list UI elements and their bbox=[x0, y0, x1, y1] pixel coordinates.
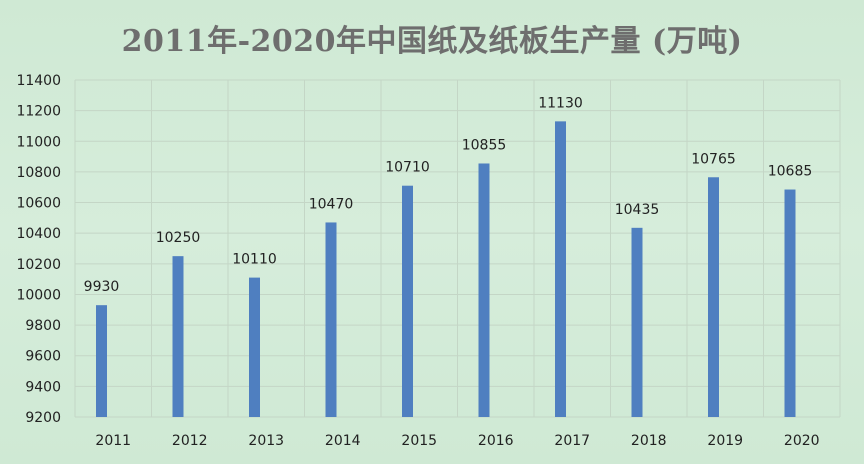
data-label: 10685 bbox=[768, 164, 813, 180]
bar bbox=[555, 121, 566, 417]
y-tick-label: 10000 bbox=[16, 287, 61, 303]
data-label: 10855 bbox=[462, 137, 507, 153]
data-label: 10710 bbox=[385, 160, 430, 176]
bar bbox=[708, 177, 719, 417]
y-tick-label: 11400 bbox=[16, 73, 61, 89]
bar bbox=[172, 256, 184, 417]
data-label: 10435 bbox=[615, 202, 660, 218]
data-label: 11130 bbox=[538, 95, 583, 111]
bar bbox=[249, 277, 260, 417]
y-tick-label: 11000 bbox=[16, 134, 61, 150]
bar bbox=[478, 163, 490, 417]
x-tick-label: 2013 bbox=[248, 433, 284, 449]
y-tick-label: 11200 bbox=[16, 104, 61, 120]
data-label: 9930 bbox=[84, 279, 120, 295]
data-label: 10110 bbox=[232, 252, 277, 268]
bar bbox=[96, 305, 107, 417]
x-tick-label: 2016 bbox=[478, 433, 514, 449]
y-tick-label: 9400 bbox=[25, 379, 61, 395]
y-tick-label: 9200 bbox=[25, 410, 61, 426]
data-label: 10765 bbox=[691, 151, 736, 167]
x-tick-label: 2018 bbox=[631, 433, 667, 449]
y-tick-label: 9600 bbox=[25, 349, 61, 365]
x-tick-label: 2017 bbox=[554, 433, 590, 449]
x-tick-label: 2019 bbox=[707, 433, 743, 449]
bar bbox=[402, 185, 413, 417]
x-tick-label: 2015 bbox=[401, 433, 437, 449]
chart-title: 2011年-2020年中国纸及纸板生产量 (万吨) bbox=[121, 24, 743, 59]
y-tick-label: 10800 bbox=[16, 165, 61, 181]
bar bbox=[631, 227, 643, 417]
data-label: 10470 bbox=[309, 196, 354, 212]
y-tick-label: 10600 bbox=[16, 196, 61, 212]
x-tick-label: 2020 bbox=[784, 433, 820, 449]
y-tick-label: 10400 bbox=[16, 226, 61, 242]
bar bbox=[784, 189, 796, 417]
y-tick-label: 9800 bbox=[25, 318, 61, 334]
x-tick-label: 2012 bbox=[172, 433, 208, 449]
data-label: 10250 bbox=[156, 230, 201, 246]
x-tick-label: 2014 bbox=[325, 433, 361, 449]
x-tick-label: 2011 bbox=[95, 433, 131, 449]
y-tick-label: 10200 bbox=[16, 257, 61, 273]
bar bbox=[325, 222, 337, 417]
